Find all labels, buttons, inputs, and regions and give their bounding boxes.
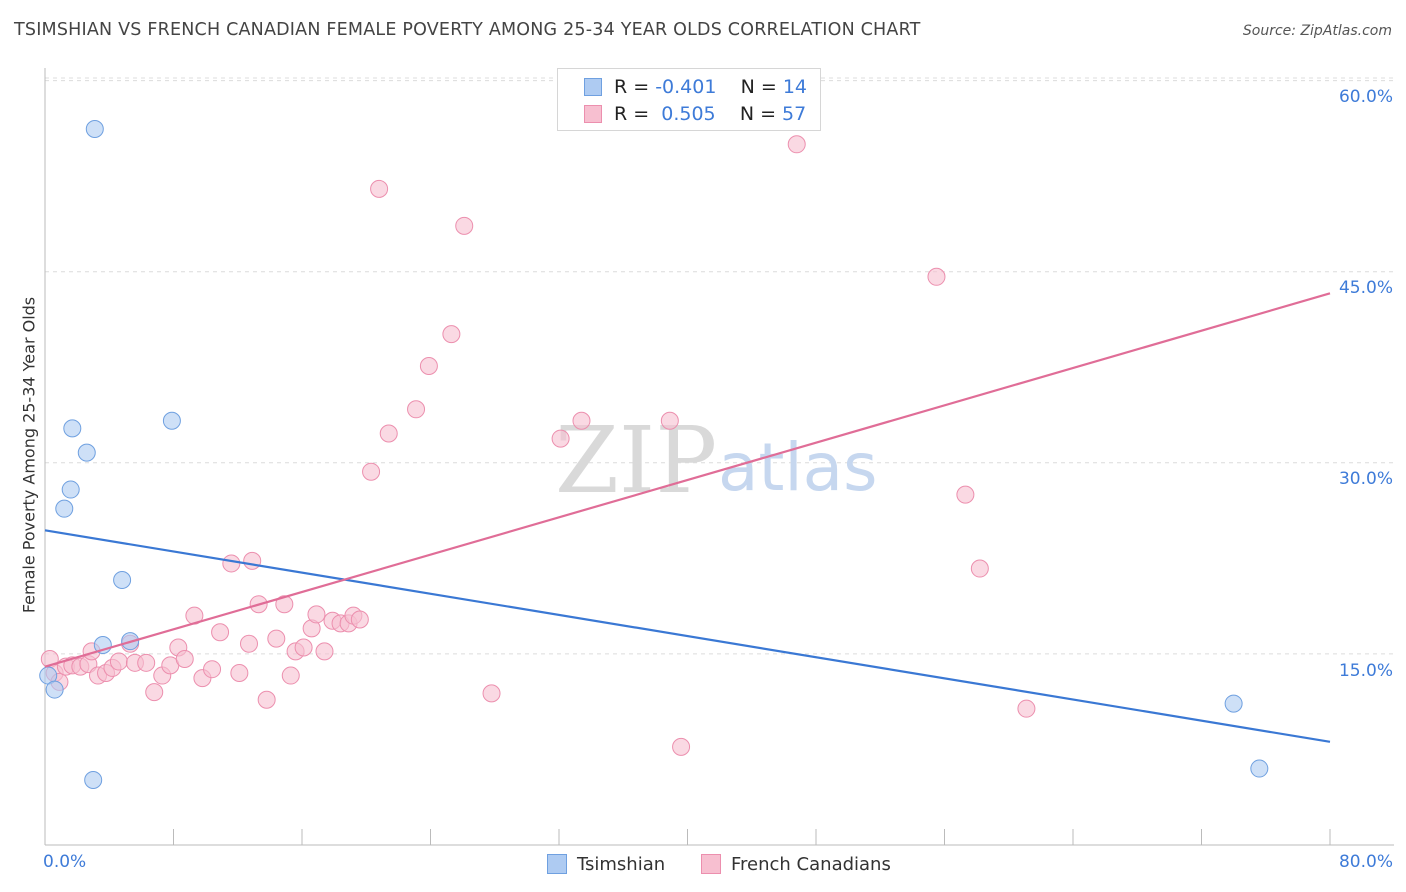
french-canadians-point <box>660 411 679 430</box>
french-canadians-point <box>455 216 474 235</box>
french-canadians-point <box>211 623 230 642</box>
french-canadians-point <box>551 429 570 448</box>
y-tick-label: 45.0% <box>1338 278 1393 298</box>
legend-r-text: R = -0.401 N = 14 <box>614 76 807 98</box>
n-value: 57 <box>782 103 807 125</box>
legend-item-french-canadians: French Canadians <box>701 850 891 878</box>
axes <box>44 68 1394 846</box>
y-tick-label: 60.0% <box>1338 87 1393 107</box>
tsimshian-point <box>85 120 104 139</box>
tsimshian-point <box>84 771 103 790</box>
french-canadians-point <box>787 135 806 154</box>
french-canadians-legend-swatch <box>701 854 721 874</box>
legend-item-tsimshian: Tsimshian <box>547 850 665 878</box>
trend-lines <box>44 292 1331 743</box>
french-canadians-point <box>482 684 501 703</box>
french-canadians-point <box>315 642 334 661</box>
french-canadians-point <box>379 424 398 443</box>
tsimshian-swatch <box>584 78 602 96</box>
french-canadians-point <box>145 683 164 702</box>
tsimshian-point <box>1250 759 1269 778</box>
n-label: N = <box>740 76 783 98</box>
tsimshian-legend-swatch <box>547 854 567 874</box>
r-label: R = <box>614 76 656 98</box>
n-label: N = <box>739 103 783 125</box>
french-canadians-point <box>109 652 128 671</box>
french-canadians-point <box>281 666 300 685</box>
french-canadians-point <box>257 690 276 709</box>
french-canadians-point <box>222 554 241 573</box>
french-canadians-point <box>350 610 369 629</box>
french-canadians-point <box>572 411 591 430</box>
french-canadians-swatch <box>584 105 602 123</box>
r-value: -0.401 <box>655 76 717 98</box>
tsimshian-point <box>63 419 82 438</box>
tsimshian-point <box>45 680 64 699</box>
french-canadians-point <box>243 551 262 570</box>
legend-r-text: R = 0.505 N = 57 <box>614 103 806 125</box>
y-tick-label: 15.0% <box>1338 661 1393 681</box>
french-canadians-point <box>1017 699 1036 718</box>
legend-label: Tsimshian <box>577 853 666 875</box>
series-legend: Tsimshian French Canadians <box>0 850 1406 878</box>
french-canadians-point <box>175 649 194 668</box>
french-canadians-point <box>407 400 426 419</box>
french-canadians-point <box>672 737 691 756</box>
x-tick-label-min: 0.0% <box>43 852 87 872</box>
tsimshian-point <box>1224 694 1243 713</box>
legend-label: French Canadians <box>731 853 891 875</box>
watermark-atlas: atlas <box>718 429 878 506</box>
french-canadians-point <box>927 267 946 286</box>
data-points <box>39 120 1269 790</box>
french-canadians-point <box>362 462 381 481</box>
tsimshian-point <box>77 443 96 462</box>
french-canadians-point <box>970 559 989 578</box>
source-note: Source: ZipAtlas.com <box>1242 23 1392 39</box>
french-canadians-point <box>419 356 438 375</box>
french-canadians-point <box>275 595 294 614</box>
tsimshian-point <box>55 499 74 518</box>
french-canadians-point <box>956 485 975 504</box>
french-canadians-point <box>370 179 389 198</box>
french-canadians-point <box>203 660 222 679</box>
french-canadians-point <box>442 325 461 344</box>
french-canadians-trend-line <box>44 292 1331 668</box>
french-canadians-point <box>239 634 258 653</box>
chart-title: TSIMSHIAN VS FRENCH CANADIAN FEMALE POVE… <box>14 20 921 40</box>
r-value: 0.505 <box>661 103 716 125</box>
tsimshian-point <box>61 480 80 499</box>
french-canadians-point <box>267 629 286 648</box>
r-label: R = <box>614 103 656 125</box>
tsimshian-point <box>113 571 132 590</box>
n-value: 14 <box>782 76 808 98</box>
french-canadians-point <box>294 638 313 657</box>
x-tick-label-max: 80.0% <box>1338 852 1393 872</box>
french-canadians-point <box>230 664 249 683</box>
tsimshian-point <box>162 411 181 430</box>
french-canadians-point <box>137 653 156 672</box>
french-canadians-point <box>307 605 326 624</box>
y-tick-label: 30.0% <box>1338 469 1393 489</box>
tsimshian-trend-line <box>44 529 1331 743</box>
correlation-legend: R = -0.401 N = 14 R = 0.505 N = 57 <box>557 68 821 131</box>
watermark: ZIP atlas <box>555 407 878 514</box>
